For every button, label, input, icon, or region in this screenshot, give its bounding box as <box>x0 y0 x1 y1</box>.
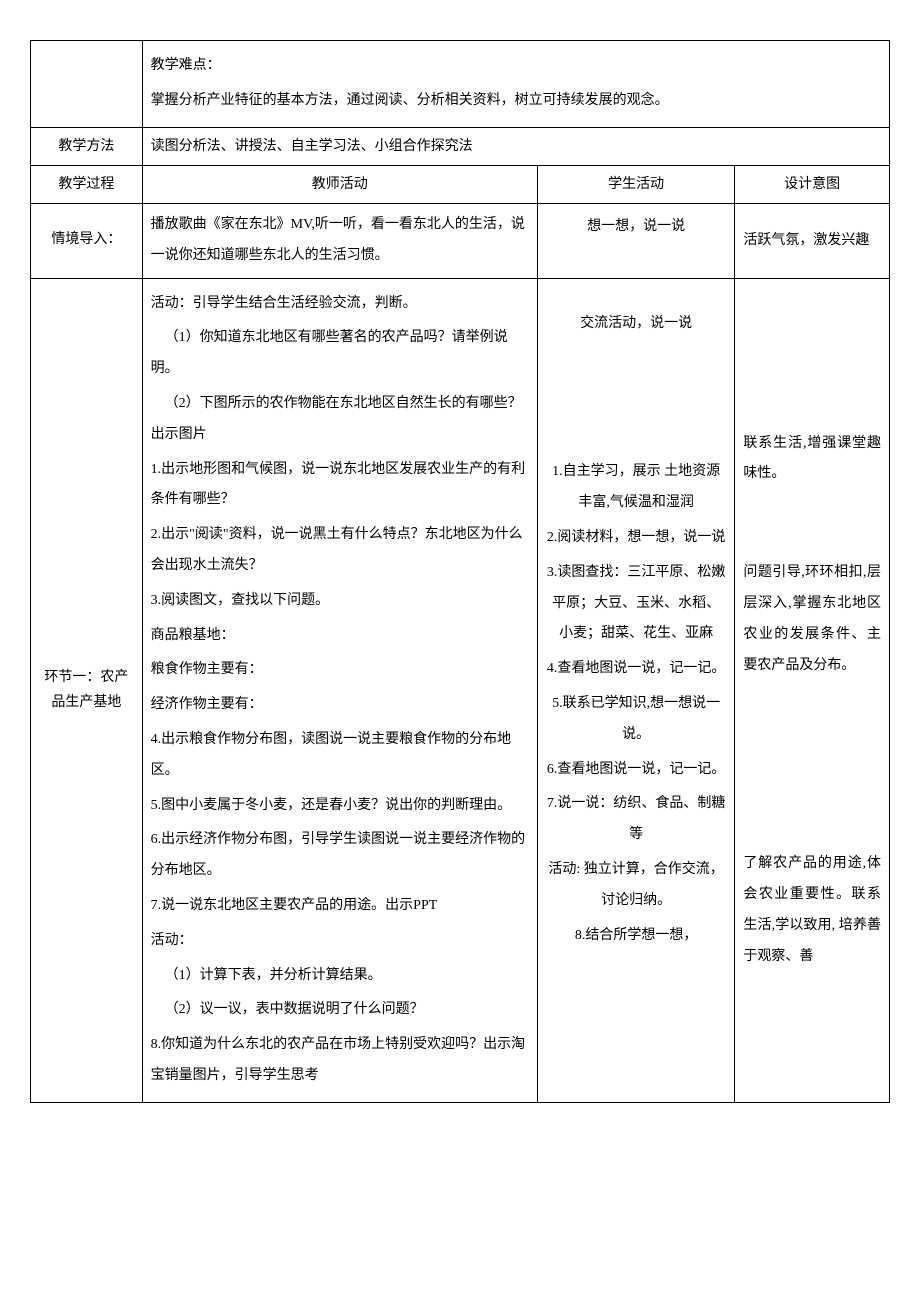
row-teaching-difficulty: 教学难点： 掌握分析产业特征的基本方法，通过阅读、分析相关资料，树立可持续发展的… <box>31 41 890 128</box>
phase1-s3: 3.读图查找：三江平原、松嫩平原；大豆、玉米、水稻、小麦；甜菜、花生、亚麻 <box>546 558 727 650</box>
phase1-t7: 7.说一说东北地区主要农产品的用途。出示PPT <box>151 891 529 922</box>
header-process: 教学过程 <box>31 165 143 203</box>
phase1-t3b: 粮食作物主要有： <box>151 655 529 686</box>
phase1-intent: 联系生活,增强课堂趣味性。 问题引导,环环相扣,层层深入,掌握东北地区农业的发展… <box>735 278 890 1102</box>
difficulty-label-cell <box>31 41 143 128</box>
header-student: 学生活动 <box>537 165 735 203</box>
phase1-s2: 2.阅读材料，想一想，说一说 <box>546 523 727 554</box>
header-teacher: 教师活动 <box>142 165 537 203</box>
intro-label: 情境导入： <box>31 203 143 278</box>
phase1-s6: 6.查看地图说一说，记一记。 <box>546 755 727 786</box>
header-intent: 设计意图 <box>735 165 890 203</box>
phase1-t4: 4.出示粮食作物分布图，读图说一说主要粮食作物的分布地区。 <box>151 725 529 787</box>
row-intro: 情境导入： 播放歌曲《家在东北》MV,听一听，看一看东北人的生活，说一说你还知道… <box>31 203 890 278</box>
intro-intent: 活跃气氛，激发兴趣 <box>735 203 890 278</box>
difficulty-content-cell: 教学难点： 掌握分析产业特征的基本方法，通过阅读、分析相关资料，树立可持续发展的… <box>142 41 889 128</box>
phase1-s1: 1.自主学习，展示 土地资源丰富,气候温和湿润 <box>546 457 727 519</box>
row-phase1: 环节一：农产品生产基地 活动：引导学生结合生活经验交流，判断。 （1）你知道东北… <box>31 278 890 1102</box>
phase1-label: 环节一：农产品生产基地 <box>31 278 143 1102</box>
phase1-t1: 1.出示地形图和气候图，说一说东北地区发展农业生产的有利条件有哪些？ <box>151 455 529 517</box>
phase1-i3: 了解农产品的用途,体会农业重要性。联系生活,学以致用, 培养善于观察、善 <box>743 849 881 972</box>
phase1-t3: 3.阅读图文，查找以下问题。 <box>151 586 529 617</box>
phase1-t7b: （1）计算下表，并分析计算结果。 <box>151 961 529 992</box>
phase1-teacher: 活动：引导学生结合生活经验交流，判断。 （1）你知道东北地区有哪些著名的农产品吗… <box>142 278 537 1102</box>
difficulty-title: 教学难点： <box>151 51 881 82</box>
row-teaching-method: 教学方法 读图分析法、讲授法、自主学习法、小组合作探究法 <box>31 127 890 165</box>
phase1-t3a: 商品粮基地： <box>151 621 529 652</box>
intro-teacher: 播放歌曲《家在东北》MV,听一听，看一看东北人的生活，说一说你还知道哪些东北人的… <box>142 203 537 278</box>
phase1-t8: 8.你知道为什么东北的农产品在市场上特别受欢迎吗？出示淘宝销量图片，引导学生思考 <box>151 1030 529 1092</box>
phase1-i2: 问题引导,环环相扣,层层深入,掌握东北地区农业的发展条件、主要农产品及分布。 <box>743 558 881 681</box>
method-label: 教学方法 <box>31 127 143 165</box>
phase1-t6: 6.出示经济作物分布图，引导学生读图说一说主要经济作物的分布地区。 <box>151 825 529 887</box>
method-text: 读图分析法、讲授法、自主学习法、小组合作探究法 <box>142 127 889 165</box>
phase1-s9: 8.结合所学想一想， <box>546 921 727 952</box>
phase1-t7a: 活动： <box>151 926 529 957</box>
phase1-a1: （1）你知道东北地区有哪些著名的农产品吗？请举例说明。 <box>151 323 529 385</box>
phase1-t5: 5.图中小麦属于冬小麦，还是春小麦？说出你的判断理由。 <box>151 791 529 822</box>
phase1-i1: 联系生活,增强课堂趣味性。 <box>743 429 881 491</box>
phase1-a2: （2）下图所示的农作物能在东北地区自然生长的有哪些？出示图片 <box>151 389 529 451</box>
phase1-s0: 交流活动，说一说 <box>546 309 727 340</box>
phase1-t7c: （2）议一议，表中数据说明了什么问题？ <box>151 995 529 1026</box>
intro-student: 想一想，说一说 <box>537 203 735 278</box>
phase1-s4: 4.查看地图说一说，记一记。 <box>546 654 727 685</box>
phase1-t2: 2.出示"阅读"资料，说一说黑土有什么特点？东北地区为什么会出现水土流失？ <box>151 520 529 582</box>
row-headers: 教学过程 教师活动 学生活动 设计意图 <box>31 165 890 203</box>
phase1-s8: 活动: 独立计算，合作交流，讨论归纳。 <box>546 855 727 917</box>
lesson-plan-table: 教学难点： 掌握分析产业特征的基本方法，通过阅读、分析相关资料，树立可持续发展的… <box>30 40 890 1103</box>
phase1-s7: 7.说一说：纺织、食品、制糖等 <box>546 789 727 851</box>
phase1-t3c: 经济作物主要有： <box>151 690 529 721</box>
phase1-student: 交流活动，说一说 1.自主学习，展示 土地资源丰富,气候温和湿润 2.阅读材料，… <box>537 278 735 1102</box>
phase1-s5: 5.联系已学知识,想一想说一说。 <box>546 689 727 751</box>
phase1-a0: 活动：引导学生结合生活经验交流，判断。 <box>151 289 529 320</box>
difficulty-text: 掌握分析产业特征的基本方法，通过阅读、分析相关资料，树立可持续发展的观念。 <box>151 86 881 117</box>
